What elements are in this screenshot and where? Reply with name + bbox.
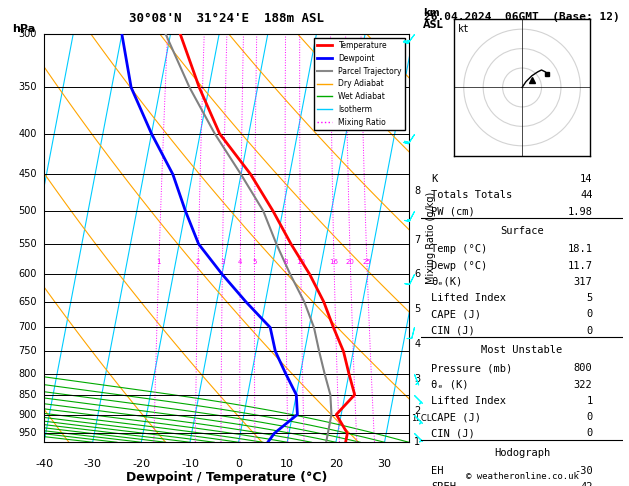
Text: 600: 600 <box>18 269 36 279</box>
Text: 650: 650 <box>18 297 36 307</box>
Text: 322: 322 <box>574 380 593 390</box>
Text: 850: 850 <box>18 390 36 400</box>
Text: 400: 400 <box>18 129 36 139</box>
Text: Mixing Ratio (g/kg): Mixing Ratio (g/kg) <box>426 192 436 284</box>
Text: CAPE (J): CAPE (J) <box>431 412 481 422</box>
Text: 350: 350 <box>18 83 36 92</box>
Text: θₑ(K): θₑ(K) <box>431 277 463 287</box>
Text: 700: 700 <box>18 323 36 332</box>
Text: 16: 16 <box>330 260 338 265</box>
Text: 750: 750 <box>18 347 36 356</box>
Text: CAPE (J): CAPE (J) <box>431 310 481 319</box>
Text: 20: 20 <box>346 260 355 265</box>
Text: Temp (°C): Temp (°C) <box>431 244 487 254</box>
Text: 44: 44 <box>580 191 593 200</box>
Text: 8: 8 <box>283 260 288 265</box>
Text: 500: 500 <box>18 206 36 216</box>
Text: 1LCL: 1LCL <box>411 414 431 423</box>
Text: 317: 317 <box>574 277 593 287</box>
Text: Lifted Index: Lifted Index <box>431 293 506 303</box>
Text: 8: 8 <box>415 186 420 196</box>
Text: 5: 5 <box>252 260 257 265</box>
Text: 300: 300 <box>18 29 36 39</box>
Text: 5: 5 <box>415 304 421 314</box>
Text: 6: 6 <box>415 269 420 279</box>
Text: 11.7: 11.7 <box>567 260 593 271</box>
Text: -40: -40 <box>35 459 53 469</box>
Text: 42: 42 <box>580 482 593 486</box>
Text: 10: 10 <box>281 459 294 469</box>
Text: 950: 950 <box>18 428 36 438</box>
Text: 0: 0 <box>586 326 593 336</box>
Text: 800: 800 <box>18 369 36 379</box>
Text: PW (cm): PW (cm) <box>431 207 476 217</box>
Text: 1: 1 <box>586 396 593 406</box>
Text: kt: kt <box>458 23 470 34</box>
Text: 7: 7 <box>415 235 421 245</box>
Text: 0: 0 <box>586 412 593 422</box>
Text: Totals Totals: Totals Totals <box>431 191 513 200</box>
Text: hPa: hPa <box>13 24 36 34</box>
Text: 26.04.2024  06GMT  (Base: 12): 26.04.2024 06GMT (Base: 12) <box>424 12 620 22</box>
Text: CIN (J): CIN (J) <box>431 326 476 336</box>
Text: 900: 900 <box>18 410 36 419</box>
Text: 4: 4 <box>238 260 242 265</box>
Text: Dewpoint / Temperature (°C): Dewpoint / Temperature (°C) <box>126 471 327 484</box>
Text: 5: 5 <box>586 293 593 303</box>
Text: 3: 3 <box>220 260 225 265</box>
Text: Dewp (°C): Dewp (°C) <box>431 260 487 271</box>
Text: -20: -20 <box>132 459 150 469</box>
Text: 1.98: 1.98 <box>567 207 593 217</box>
Text: 800: 800 <box>574 363 593 373</box>
Text: SREH: SREH <box>431 482 457 486</box>
Text: 2: 2 <box>415 406 421 416</box>
Text: -10: -10 <box>181 459 199 469</box>
Text: θₑ (K): θₑ (K) <box>431 380 469 390</box>
Text: Pressure (mb): Pressure (mb) <box>431 363 513 373</box>
Text: 14: 14 <box>580 174 593 184</box>
Text: Surface: Surface <box>500 226 544 236</box>
Text: -30: -30 <box>574 466 593 476</box>
Text: CIN (J): CIN (J) <box>431 429 476 438</box>
Text: 3: 3 <box>415 374 420 384</box>
Text: 550: 550 <box>18 239 36 249</box>
Text: 1: 1 <box>157 260 161 265</box>
Text: EH: EH <box>431 466 444 476</box>
Text: Most Unstable: Most Unstable <box>481 346 563 355</box>
Text: 10: 10 <box>296 260 305 265</box>
Text: 0: 0 <box>586 310 593 319</box>
Text: K: K <box>431 174 438 184</box>
Text: 450: 450 <box>18 170 36 179</box>
Text: 0: 0 <box>235 459 242 469</box>
Text: 20: 20 <box>329 459 343 469</box>
Text: km
ASL: km ASL <box>423 8 444 30</box>
Text: 30: 30 <box>377 459 391 469</box>
Text: 0: 0 <box>586 429 593 438</box>
Text: 25: 25 <box>363 260 371 265</box>
Text: -30: -30 <box>84 459 102 469</box>
Text: Lifted Index: Lifted Index <box>431 396 506 406</box>
Text: 30°08'N  31°24'E  188m ASL: 30°08'N 31°24'E 188m ASL <box>129 12 324 25</box>
Legend: Temperature, Dewpoint, Parcel Trajectory, Dry Adiabat, Wet Adiabat, Isotherm, Mi: Temperature, Dewpoint, Parcel Trajectory… <box>314 38 405 130</box>
Text: 2: 2 <box>196 260 200 265</box>
Text: 4: 4 <box>415 339 420 349</box>
Text: 18.1: 18.1 <box>567 244 593 254</box>
Text: © weatheronline.co.uk: © weatheronline.co.uk <box>465 472 579 481</box>
Text: 1: 1 <box>415 437 420 447</box>
Text: Hodograph: Hodograph <box>494 448 550 458</box>
